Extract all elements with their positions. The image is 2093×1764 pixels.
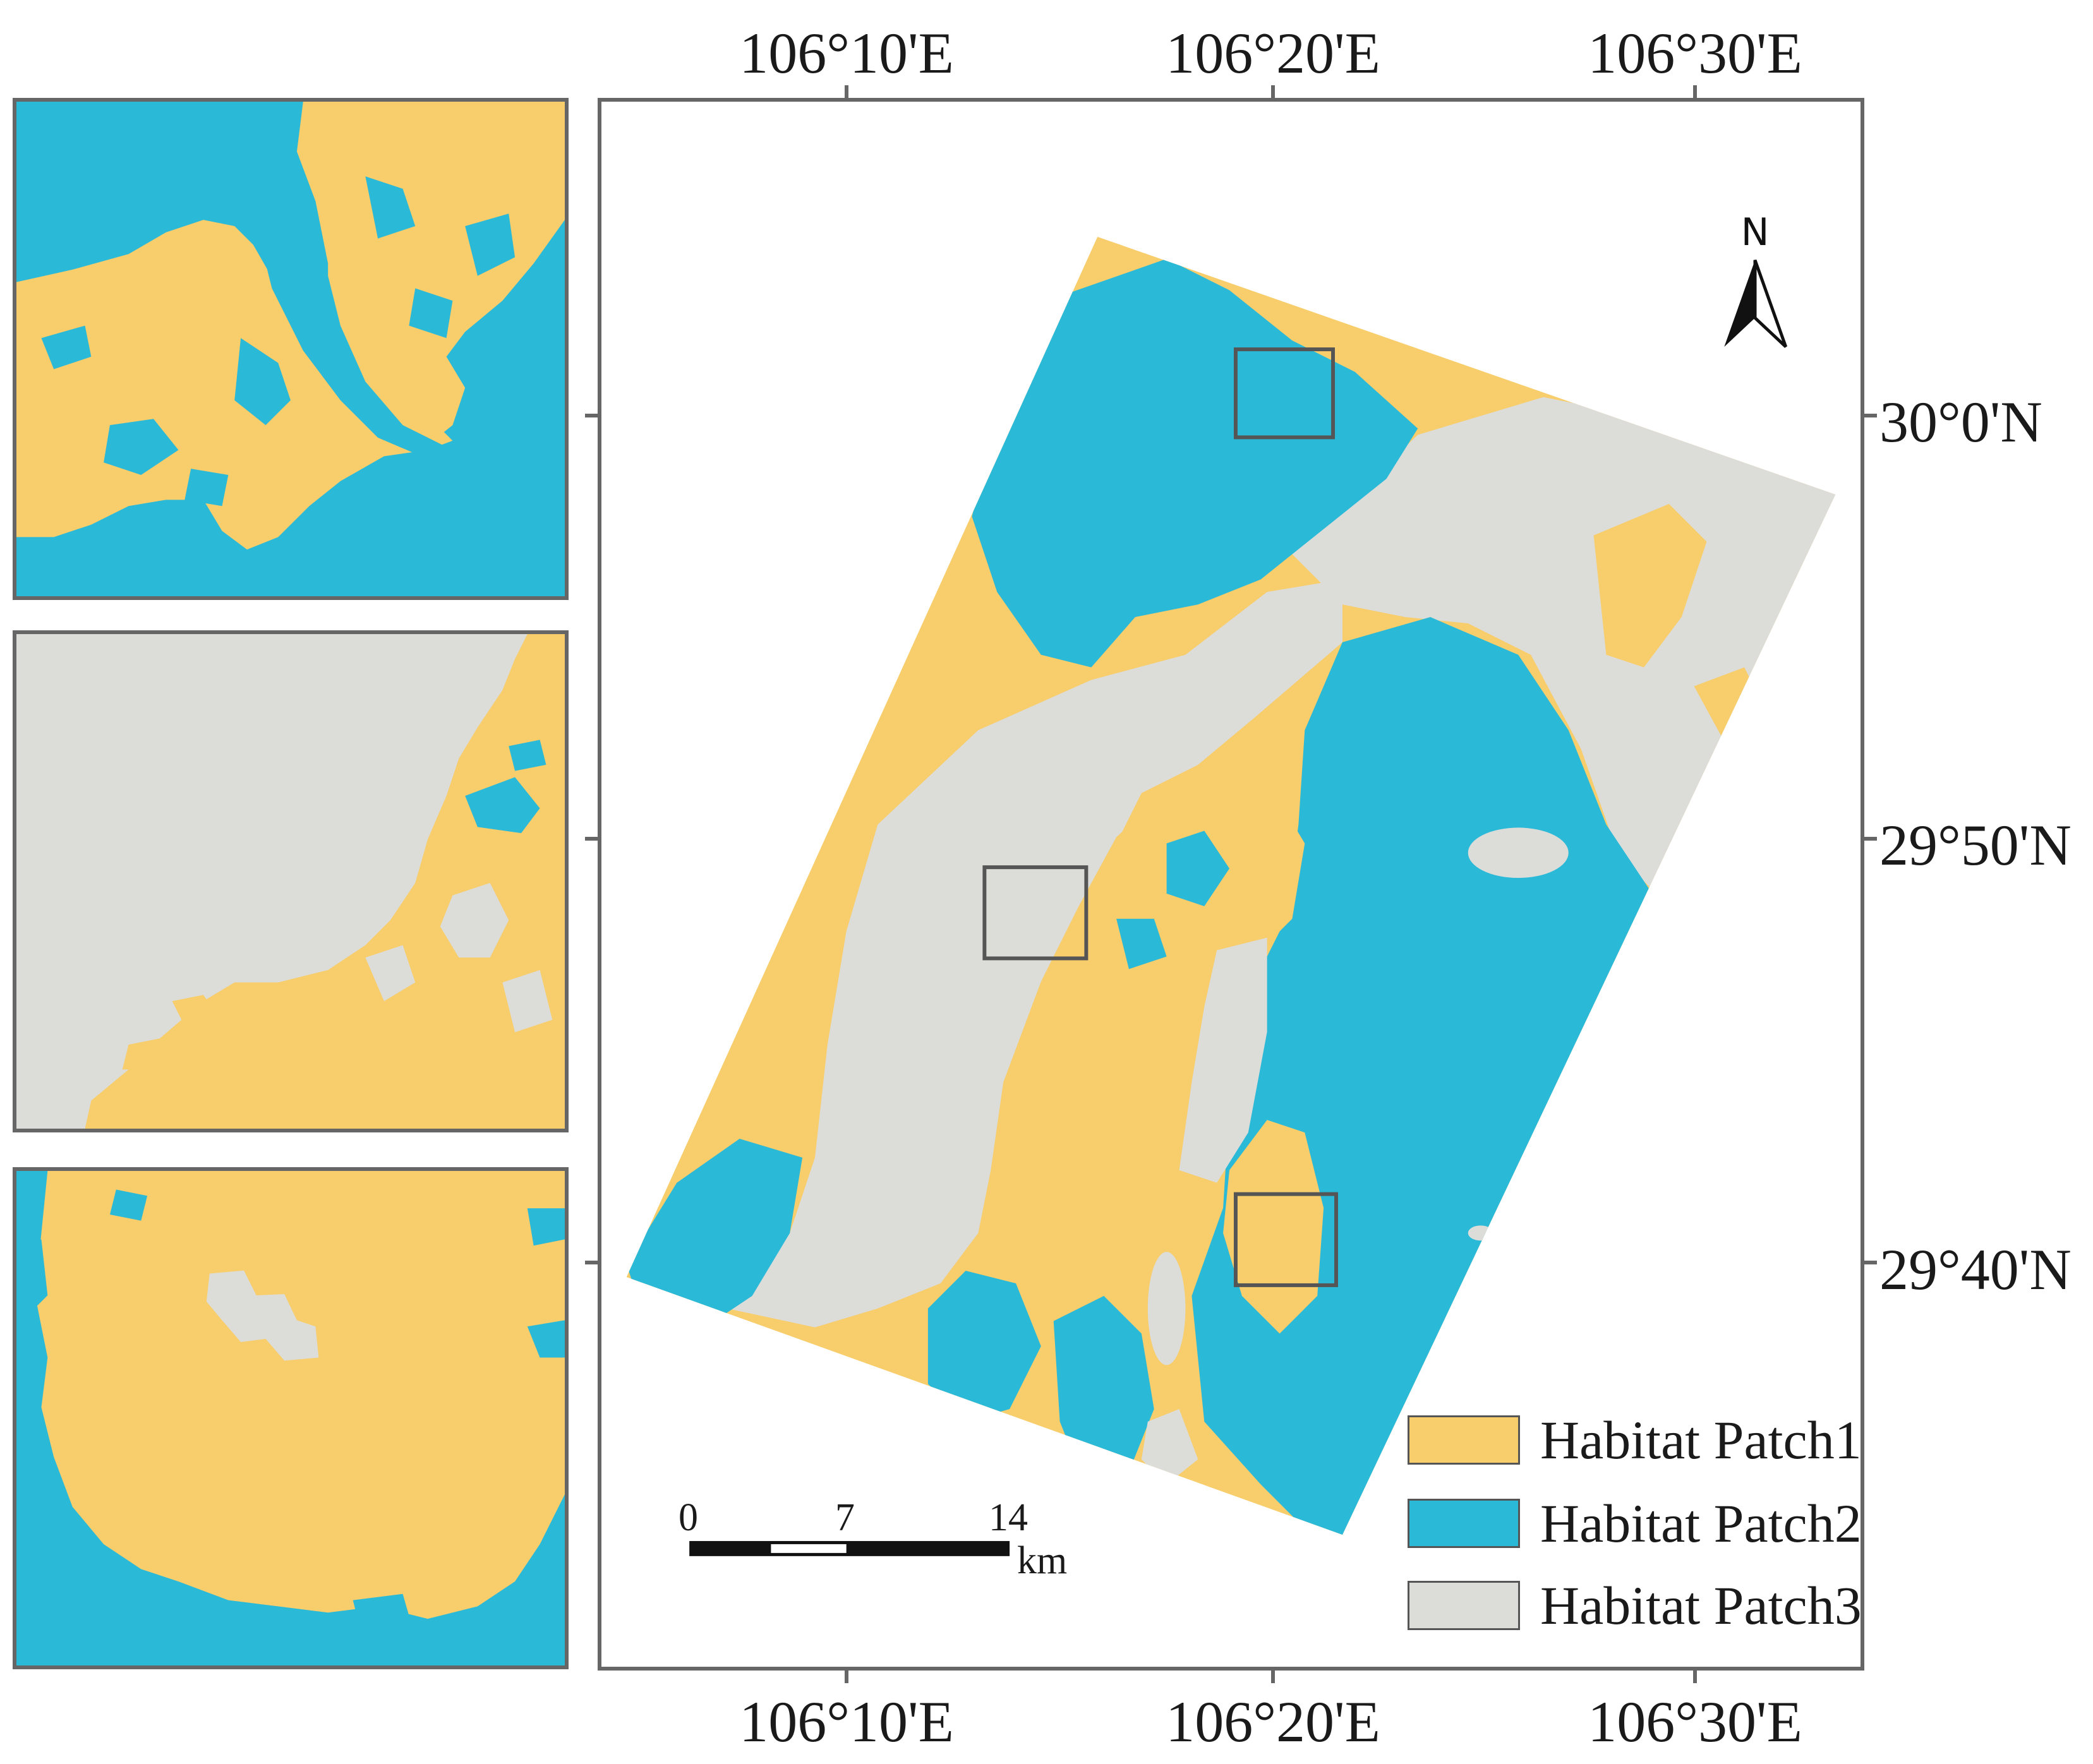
study-box-south [1233,1192,1338,1287]
scale-unit: km [1017,1539,1068,1582]
inset-middle-raster [16,634,565,1129]
tick-right-3 [1864,1261,1877,1264]
legend-item-patch1: Habitat Patch1 [1408,1410,1862,1470]
tick-bottom-3 [1693,1671,1697,1683]
lon-label-top-1: 106°10'E [739,21,954,85]
lon-label-bottom-3: 106°30'E [1588,1689,1802,1754]
inset-map-middle [13,630,569,1132]
legend-item-patch2: Habitat Patch2 [1408,1493,1862,1554]
lon-label-top-3: 106°30'E [1588,21,1802,85]
lat-label-3: 29°40'N [1879,1237,2072,1302]
tick-top-1 [845,85,848,98]
tick-left-3 [585,1261,598,1264]
scale-tick-14: 14 [989,1496,1028,1539]
scale-tick-7: 7 [835,1496,855,1539]
legend-swatch-patch1 [1408,1415,1520,1465]
tick-bottom-2 [1271,1671,1275,1683]
tick-top-2 [1271,85,1275,98]
legend-swatch-patch2 [1408,1499,1520,1548]
legend-swatch-patch3 [1408,1581,1520,1630]
inset-south-raster [16,1171,565,1665]
study-box-middle [982,865,1089,961]
inset-map-south [13,1167,569,1669]
tick-right-2 [1864,837,1877,841]
lon-label-top-2: 106°20'E [1166,21,1380,85]
legend-label-patch2: Habitat Patch2 [1540,1493,1862,1554]
lon-label-bottom-2: 106°20'E [1166,1689,1380,1754]
tick-top-3 [1693,85,1697,98]
inset-north-raster [16,102,565,596]
lat-label-1: 30°0'N [1879,390,2042,454]
main-map-raster: N [626,211,1836,1556]
scale-bar [689,1540,1010,1556]
inset-map-north [13,98,569,600]
lat-label-2: 29°50'N [1879,813,2072,877]
legend-label-patch1: Habitat Patch1 [1540,1410,1862,1470]
study-box-north [1233,347,1336,440]
north-arrow-label: N [1741,211,1770,255]
scale-tick-0: 0 [679,1496,698,1539]
north-arrow-icon [1724,259,1788,348]
tick-left-2 [585,837,598,841]
lon-label-bottom-1: 106°10'E [739,1689,954,1754]
tick-bottom-1 [845,1671,848,1683]
tick-right-1 [1864,414,1877,417]
main-map-frame: N [598,98,1864,1671]
tick-left-1 [585,414,598,417]
legend-item-patch3: Habitat Patch3 [1408,1575,1862,1636]
legend-label-patch3: Habitat Patch3 [1540,1575,1862,1636]
